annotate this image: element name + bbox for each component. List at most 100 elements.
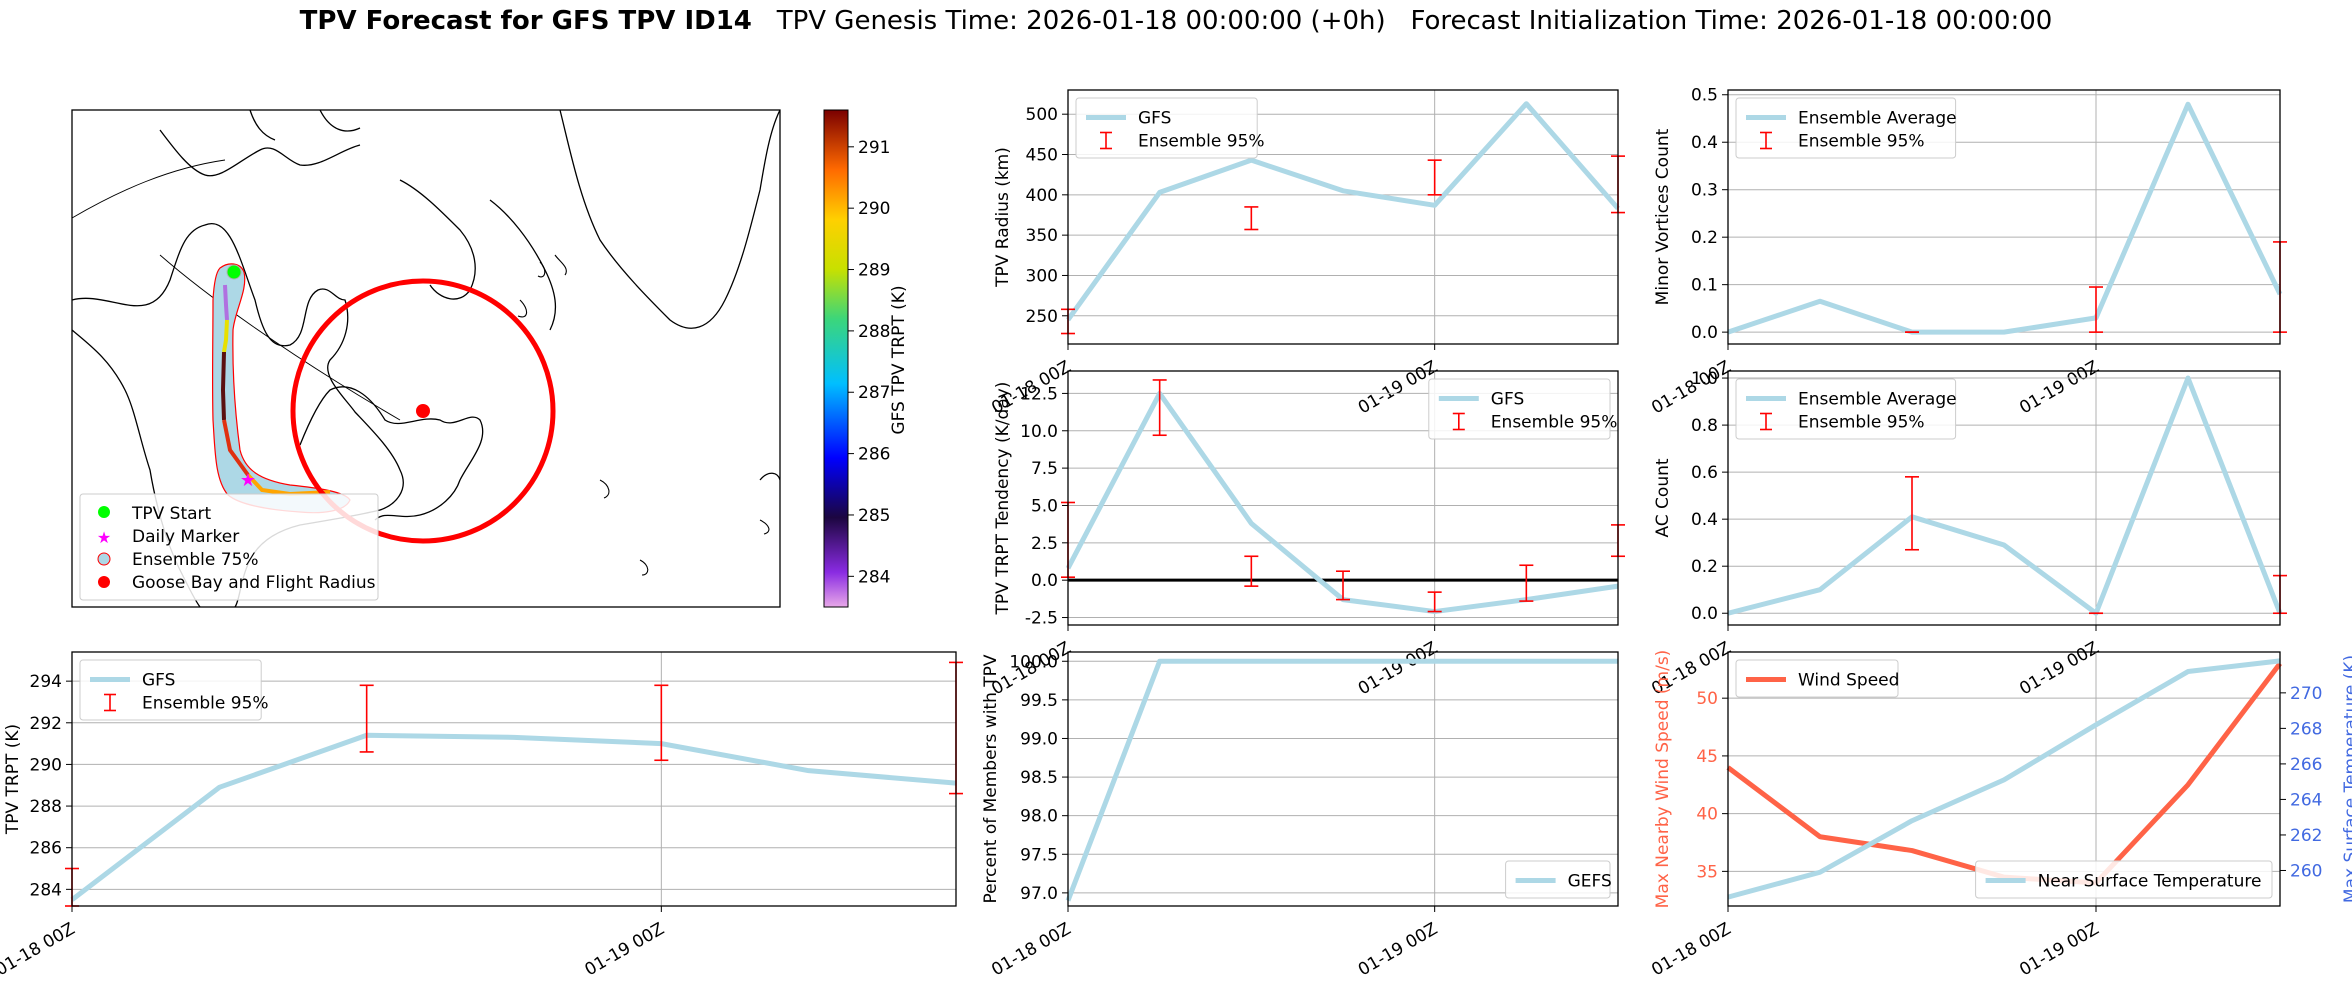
ytick-right-label: 264 [2290, 790, 2322, 810]
ytick-label: 450 [1026, 146, 1058, 166]
ytick-label: 0.1 [1691, 276, 1718, 296]
legend: Wind Speed [1735, 659, 1899, 698]
legend: GFS Ensemble 95% [1428, 378, 1618, 440]
xtick-label: 01-18 00Z [0, 919, 79, 980]
ytick-label: 5.0 [1031, 496, 1058, 516]
ylabel: Max Nearby Wind Speed (m/s) [1653, 650, 1673, 909]
axes-frame [71, 651, 957, 907]
ytick-label: 284 [30, 880, 62, 900]
legend-label: GFS [1138, 109, 1171, 129]
ytick-right-label: 266 [2290, 755, 2322, 775]
ytick-right-label: 262 [2290, 826, 2322, 846]
xtick-label: 01-19 00Z [2016, 919, 2102, 980]
legend-label: Near Surface Temperature [2038, 872, 2262, 892]
ylabel: TPV TRPT (K) [3, 724, 23, 835]
ytick-label: 0.0 [1691, 323, 1718, 343]
ytick-label: 97.5 [1020, 845, 1058, 865]
axes-frame [1067, 370, 1619, 626]
xtick-label: 01-18 00Z [1648, 919, 1734, 980]
xtick-label: 01-19 00Z [1355, 919, 1441, 980]
ytick-label: 12.5 [1020, 384, 1058, 404]
series-line-ensemble-average [1727, 101, 2283, 335]
legend-label: Ensemble 95% [1491, 413, 1618, 433]
ytick-label: 0.2 [1691, 228, 1718, 248]
ytick-label: 98.5 [1020, 768, 1058, 788]
ytick-label: 500 [1026, 105, 1058, 125]
series-line-gfs [70, 732, 957, 902]
legend-label: Ensemble 95% [1138, 132, 1265, 152]
ytick-label: 0.4 [1691, 510, 1718, 530]
ytick-label: 300 [1026, 266, 1058, 286]
ytick-label: 0.0 [1031, 571, 1058, 591]
ytick-label: 0.2 [1691, 557, 1718, 577]
ytick-label: 0.8 [1691, 416, 1718, 436]
ytick-label: 0.5 [1691, 86, 1718, 106]
ylabel: Minor Vortices Count [1653, 128, 1673, 305]
legend-box [1735, 378, 1957, 440]
ytick-label: 400 [1026, 186, 1058, 206]
ytick-label: 288 [30, 797, 62, 817]
ytick-label: 2.5 [1031, 534, 1058, 554]
legend-label: GEFS [1568, 872, 1612, 892]
legend-label: Ensemble 95% [1798, 413, 1925, 433]
ytick-label: 45 [1696, 747, 1718, 767]
series-line-gefs [1065, 658, 1618, 902]
legend-box [1735, 659, 1899, 698]
ytick-label: 100.0 [1009, 652, 1058, 672]
figure-title-main: TPV Forecast for GFS TPV ID14 [299, 6, 752, 36]
legend-label: Ensemble Average [1798, 109, 1957, 129]
axes-frame [1067, 89, 1619, 345]
ytick-label: 294 [30, 672, 62, 692]
ytick-label: -2.5 [1025, 609, 1058, 629]
ytick-label: 10.0 [1020, 422, 1058, 442]
ytick-label: 35 [1696, 862, 1718, 882]
ytick-right-label: 260 [2290, 861, 2322, 881]
ytick-label: 99.0 [1020, 729, 1058, 749]
legend: GFS Ensemble 95% [79, 659, 269, 721]
axes-frame [1067, 651, 1619, 907]
axes-frame [1727, 89, 2281, 345]
ylabel: TPV Radius (km) [993, 147, 1013, 288]
series-line-gfs [1065, 101, 1620, 322]
ytick-right-label: 270 [2290, 684, 2322, 704]
ytick-label: 1.0 [1691, 369, 1718, 389]
legend-label: GFS [1491, 390, 1524, 410]
ylabel-right: Max Surface Temperature (K) [2341, 655, 2352, 903]
ylabel: TPV TRPT Tendency (K/day) [993, 382, 1013, 616]
legend-label: Ensemble Average [1798, 390, 1957, 410]
ytick-label: 50 [1696, 689, 1718, 709]
chart-percent: 97.0 97.5 98.0 98.5 99.0 99.5 100.0 01-18 00Z 01… [981, 651, 1619, 980]
ytick-label: 350 [1026, 226, 1058, 246]
legend: Ensemble Average Ensemble 95% [1735, 378, 1957, 440]
xtick-label: 01-19 00Z [2016, 638, 2102, 699]
ytick-label: 0.4 [1691, 133, 1718, 153]
legend-box [1975, 860, 2273, 899]
axes-frame [1727, 651, 2281, 907]
series-line-ensemble-average [1727, 375, 2283, 616]
ytick-label: 0.3 [1691, 181, 1718, 201]
genesis-time: TPV Genesis Time: 2026-01-18 00:00:00 (+… [776, 6, 1386, 36]
axes-frame [1727, 370, 2281, 626]
xtick-label: 01-19 00Z [1355, 638, 1441, 699]
chart-trpt: 284 286 288 290 292 294 01-18 00Z 01-19 00Z TPV … [0, 651, 963, 980]
ytick-right-label: 268 [2290, 719, 2322, 739]
legend-box [1428, 378, 1611, 440]
ytick-label: 250 [1026, 307, 1058, 327]
legend: GEFS [1505, 860, 1612, 899]
legend-box [1735, 97, 1957, 159]
xtick-label: 01-19 00Z [582, 919, 668, 980]
ytick-label: 0.0 [1691, 604, 1718, 624]
legend-label: Wind Speed [1798, 671, 1899, 691]
legend-box [1075, 97, 1258, 159]
ytick-label: 290 [30, 755, 62, 775]
chart-tendency: -2.50.02.55.07.510.012.501-18 00Z 01-19 0… [988, 370, 1625, 699]
legend: Near Surface Temperature [1975, 860, 2273, 899]
series-line-near-surface-temperature [1727, 658, 2281, 900]
xtick-label: 01-19 00Z [1355, 357, 1441, 418]
ytick-label: 98.0 [1020, 807, 1058, 827]
legend-label: Ensemble 95% [142, 694, 269, 714]
xtick-label: 01-18 00Z [988, 919, 1074, 980]
chart-minor: 0.00.10.20.30.40.501-18 00Z 01-19 00ZMino… [1648, 86, 2287, 418]
